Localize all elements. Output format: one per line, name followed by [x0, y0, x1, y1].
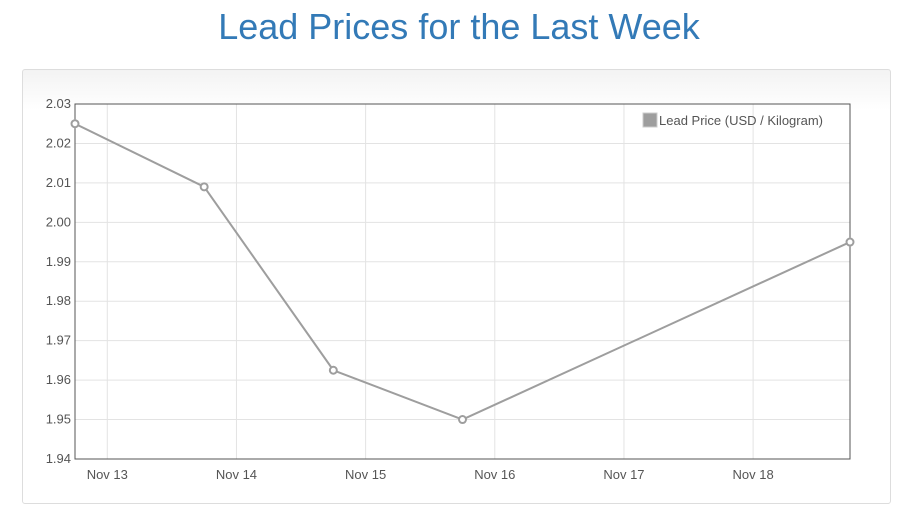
plot-area [74, 103, 851, 460]
data-point[interactable] [70, 119, 80, 129]
y-tick-label: 1.97 [46, 333, 71, 348]
x-tick-label: Nov 16 [474, 467, 515, 482]
x-tick-label: Nov 14 [216, 467, 257, 482]
x-tick-label: Nov 18 [733, 467, 774, 482]
data-point[interactable] [845, 237, 855, 247]
y-tick-label: 2.02 [46, 135, 71, 150]
x-tick-label: Nov 13 [87, 467, 128, 482]
series-line [74, 122, 851, 421]
data-point[interactable] [199, 182, 209, 192]
chart-panel [22, 69, 891, 504]
y-tick-label: 2.00 [46, 214, 71, 229]
page-title: Lead Prices for the Last Week [218, 6, 700, 47]
y-tick-label: 1.95 [46, 412, 71, 427]
legend-label: Lead Price (USD / Kilogram) [659, 113, 823, 128]
x-tick-label: Nov 17 [603, 467, 644, 482]
y-tick-label: 2.01 [46, 175, 71, 190]
x-tick-label: Nov 15 [345, 467, 386, 482]
x-axis: Nov 13 Nov 14 Nov 15 Nov 16 Nov 17 Nov 18 [87, 467, 774, 482]
legend-swatch [642, 112, 658, 128]
y-tick-label: 1.98 [46, 293, 71, 308]
series-layer [70, 119, 855, 425]
legend: Lead Price (USD / Kilogram) [642, 112, 823, 128]
data-point[interactable] [458, 415, 467, 425]
y-tick-label: 2.03 [46, 96, 71, 111]
y-tick-label: 1.94 [46, 451, 71, 466]
grid [75, 103, 850, 460]
y-axis: 2.03 2.02 2.01 2.00 1.99 1.98 1.97 1.96 1.95 1.94 [46, 96, 71, 466]
data-point[interactable] [328, 365, 338, 375]
y-tick-label: 1.96 [46, 372, 71, 387]
y-tick-label: 1.99 [46, 254, 71, 269]
